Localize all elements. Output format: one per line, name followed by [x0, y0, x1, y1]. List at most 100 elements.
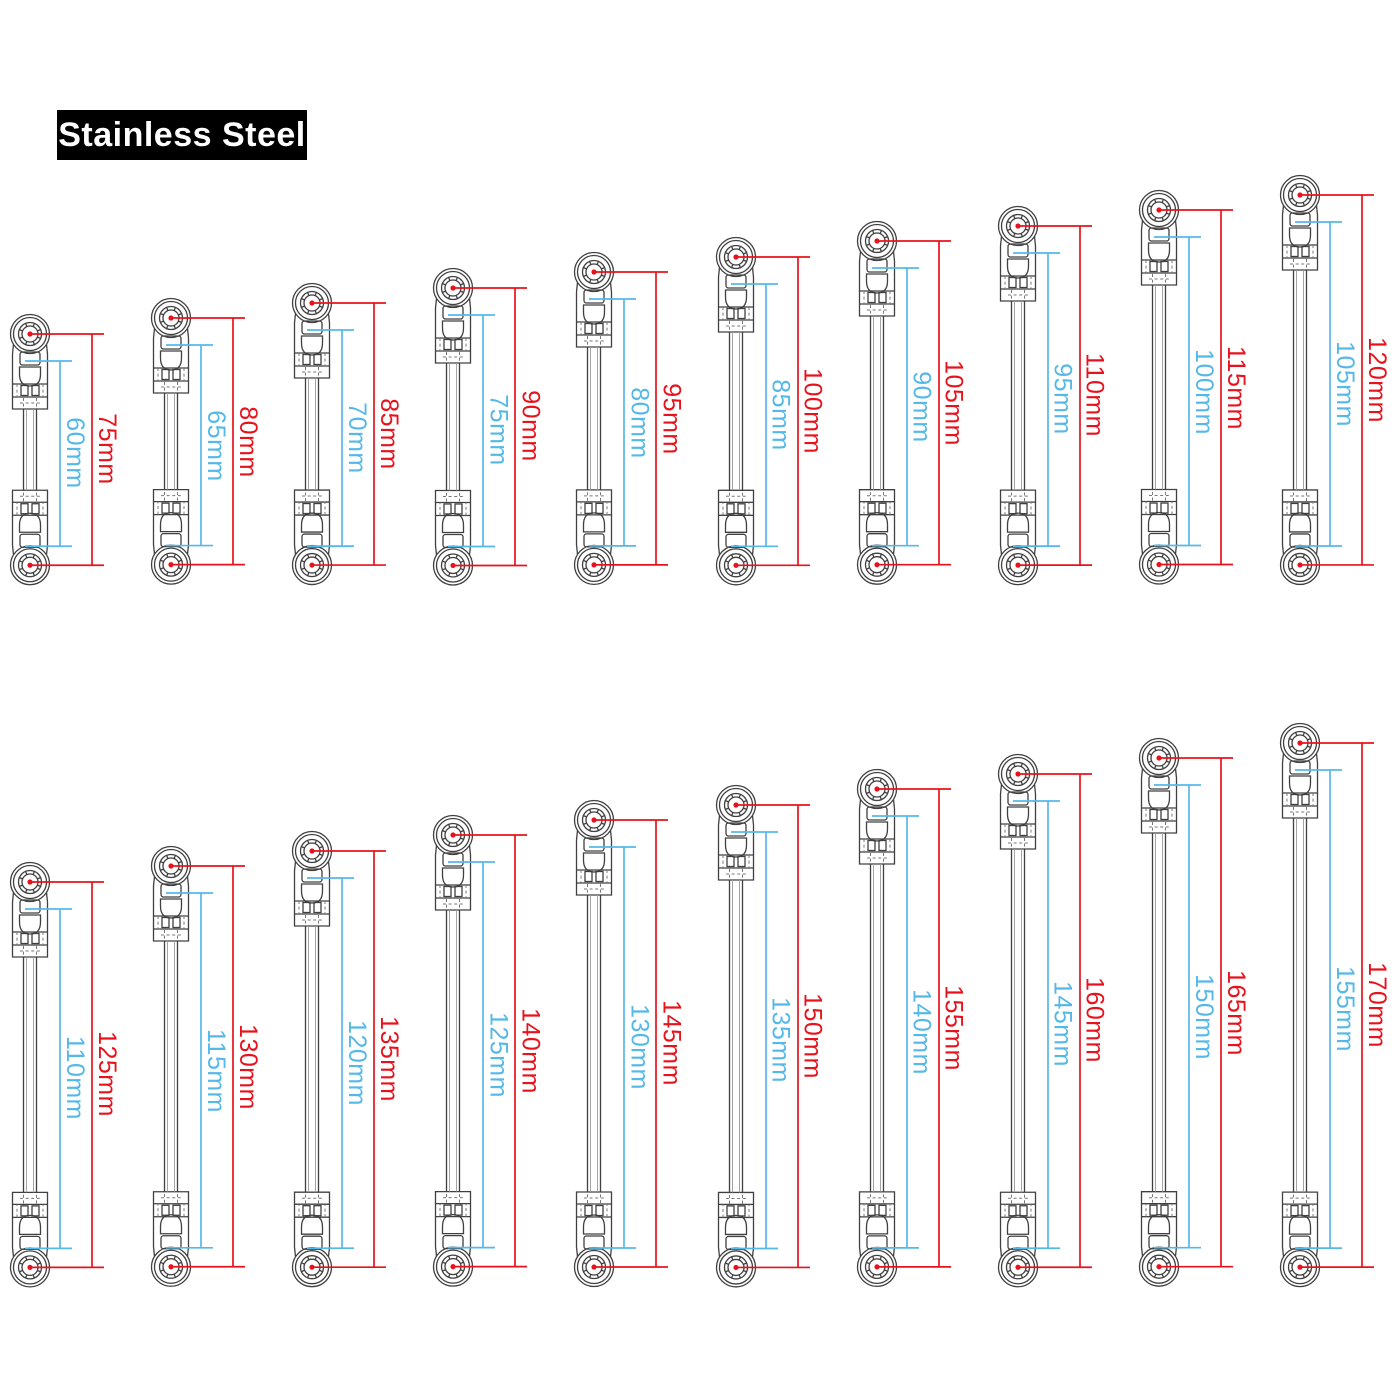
inner-dimension-blue [1012, 799, 1060, 1249]
rod-length-label: 80mm [625, 386, 654, 459]
inner-dimension-blue [307, 329, 355, 547]
rod-tube [587, 894, 602, 1192]
rod-drawing [715, 784, 810, 1288]
rod-tube [305, 925, 320, 1192]
rod-end-ball-joint [9, 313, 51, 410]
outer-dimension-red [1015, 223, 1092, 568]
rod-unit-100mm: 100mm 85mm [715, 236, 827, 586]
rod-length-label: 155mm [1330, 965, 1359, 1052]
rod-end-ball-joint [9, 1191, 51, 1288]
total-length-label: 85mm [375, 398, 404, 470]
rod-unit-75mm: 75mm 60mm [9, 313, 121, 586]
rod-unit-125mm: 125mm 110mm [9, 861, 121, 1288]
rod-drawing [856, 221, 951, 586]
rod-length-label: 145mm [1048, 981, 1077, 1068]
rod-tube [305, 377, 320, 490]
total-length-label: 95mm [657, 382, 686, 455]
inner-dimension-blue [307, 876, 355, 1249]
rod-tube [869, 864, 884, 1192]
outer-dimension-red [309, 848, 387, 1270]
rod-drawing [433, 815, 528, 1288]
rod-drawing [1279, 174, 1374, 586]
outer-dimension-red [873, 238, 951, 568]
total-length-label: 140mm [516, 1008, 545, 1095]
outer-dimension-red [591, 817, 669, 1270]
rod-end-ball-joint [1279, 1191, 1321, 1288]
inner-dimension-blue [871, 815, 919, 1249]
rod-unit-170mm: 170mm 155mm [1279, 722, 1391, 1288]
total-length-label: 165mm [1221, 969, 1250, 1056]
rod-drawing [1279, 722, 1374, 1288]
rod-length-label: 105mm [1330, 341, 1359, 427]
inner-dimension-blue [25, 907, 72, 1249]
rod-tube [163, 941, 179, 1192]
total-length-label: 130mm [234, 1023, 263, 1110]
inner-dimension-blue [730, 830, 778, 1249]
rod-unit-115mm: 115mm 100mm [1138, 189, 1250, 586]
rod-drawing [9, 861, 104, 1288]
rod-end-ball-joint [150, 1191, 192, 1288]
rod-length-label: 140mm [907, 989, 936, 1075]
inner-dimension-blue [871, 267, 919, 547]
rod-length-label: 115mm [202, 1028, 231, 1113]
inner-dimension-blue [1153, 784, 1201, 1249]
outer-dimension-red [168, 315, 246, 568]
rod-length-label: 150mm [1189, 973, 1218, 1060]
rod-length-label: 85mm [766, 379, 795, 451]
rod-length-label: 65mm [202, 409, 231, 482]
rod-drawing [997, 205, 1092, 586]
rod-end-ball-joint [1138, 738, 1179, 834]
rod-unit-85mm: 85mm 70mm [292, 282, 404, 586]
total-length-label: 135mm [375, 1015, 404, 1102]
rod-length-label: 130mm [625, 1004, 654, 1091]
total-length-label: 110mm [1080, 353, 1109, 438]
outer-dimension-red [450, 284, 528, 568]
rod-unit-160mm: 160mm 145mm [997, 753, 1109, 1288]
outer-dimension-red [1297, 740, 1374, 1270]
inner-dimension-blue [166, 344, 214, 547]
rod-end-ball-joint [292, 1191, 333, 1288]
rod-end-ball-joint [433, 1191, 474, 1288]
rod-length-label: 75mm [484, 394, 513, 466]
rod-end-ball-joint [715, 784, 756, 881]
outer-dimension-red [591, 269, 669, 568]
rod-unit-130mm: 130mm 115mm [150, 845, 263, 1288]
rod-drawing [292, 830, 387, 1288]
total-length-label: 145mm [657, 1000, 686, 1087]
outer-dimension-red [309, 300, 387, 568]
rod-tube [869, 316, 884, 490]
rod-unit-90mm: 90mm 75mm [433, 267, 545, 586]
total-length-label: 90mm [516, 390, 545, 462]
inner-dimension-blue [1153, 236, 1201, 547]
inner-dimension-blue [589, 846, 637, 1249]
rod-tube [22, 956, 38, 1192]
rod-tube [728, 331, 743, 490]
outer-dimension-red [450, 832, 528, 1270]
rod-end-ball-joint [574, 1191, 615, 1288]
material-badge: Stainless Steel [57, 110, 307, 160]
rod-length-label: 60mm [61, 417, 89, 490]
rod-tube [446, 362, 461, 490]
rod-unit-155mm: 155mm 140mm [856, 768, 968, 1288]
inner-dimension-blue [589, 298, 637, 547]
rod-tube [1292, 817, 1308, 1192]
rod-tube [1151, 285, 1166, 490]
rod-unit-105mm: 105mm 90mm [856, 220, 968, 586]
rod-length-label: 120mm [343, 1019, 372, 1106]
rod-drawing [9, 313, 104, 586]
outer-dimension-red [27, 879, 104, 1270]
rod-unit-120mm: 120mm 105mm [1279, 174, 1391, 586]
total-length-label: 75mm [93, 413, 121, 486]
total-length-label: 150mm [798, 992, 827, 1079]
total-length-label: 115mm [1221, 345, 1250, 430]
total-length-label: 120mm [1362, 337, 1391, 423]
rod-unit-165mm: 165mm 150mm [1138, 737, 1250, 1288]
rod-tube [1010, 848, 1025, 1192]
rod-end-ball-joint [1138, 1191, 1179, 1288]
outer-dimension-red [732, 254, 810, 568]
rod-length-label: 135mm [766, 996, 795, 1083]
inner-dimension-blue [1294, 769, 1342, 1249]
outer-dimension-red [732, 801, 810, 1270]
